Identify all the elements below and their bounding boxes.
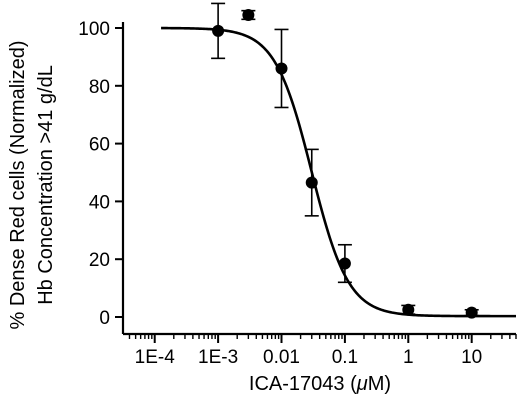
x-tick-label: 10 bbox=[461, 347, 482, 368]
data-point bbox=[402, 303, 415, 316]
data-point bbox=[465, 306, 478, 319]
x-axis: 1E-4 1E-3 0.01 0.1 1 10 bbox=[123, 332, 517, 368]
x-tick-label: 1E-3 bbox=[198, 347, 238, 368]
y-tick-label: 100 bbox=[78, 19, 110, 40]
y-tick-label: 60 bbox=[89, 135, 110, 156]
x-tick-label: 0.01 bbox=[263, 347, 300, 368]
y-axis-title-line1: % Dense Red cells (Normalized) bbox=[7, 41, 29, 330]
data-point bbox=[242, 8, 255, 21]
data-points bbox=[211, 2, 479, 319]
x-tick-label: 1E-4 bbox=[135, 347, 176, 368]
data-point bbox=[338, 257, 351, 270]
data-point bbox=[212, 24, 225, 37]
fit-curve-group bbox=[161, 26, 516, 318]
x-tick-label: 0.1 bbox=[332, 347, 358, 368]
y-tick-label: 40 bbox=[89, 192, 110, 213]
fit-curve bbox=[161, 26, 516, 318]
data-point bbox=[275, 62, 288, 75]
y-axis-title-line2: Hb Concentration >41 g/dL bbox=[35, 65, 57, 305]
y-axis: 0 20 40 60 80 100 bbox=[78, 19, 125, 334]
data-point bbox=[305, 176, 318, 189]
x-axis-title: ICA-17043 (μM) bbox=[249, 373, 391, 395]
y-tick-label: 20 bbox=[89, 250, 110, 271]
y-tick-label: 80 bbox=[89, 77, 110, 98]
y-tick-label: 0 bbox=[99, 308, 110, 329]
x-tick-label: 1 bbox=[403, 347, 414, 368]
